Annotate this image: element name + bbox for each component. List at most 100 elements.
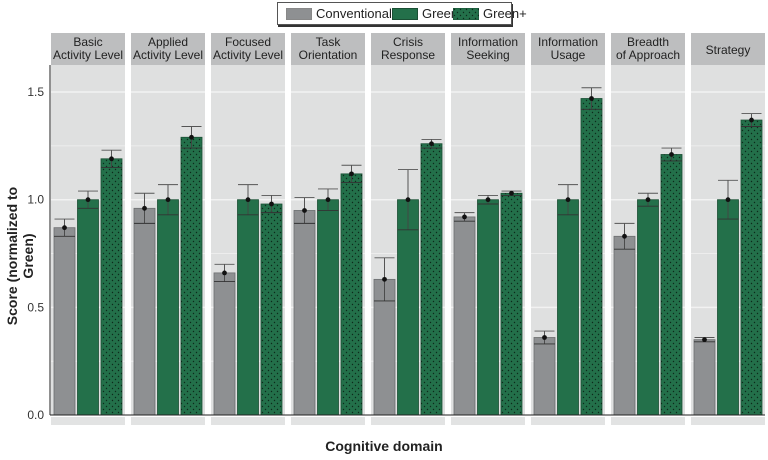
panel-strip (51, 33, 125, 65)
bar-pattern (661, 154, 682, 415)
panel-strip-label: Activity Level (213, 48, 283, 62)
bar-green (477, 199, 499, 416)
panel-strip (531, 33, 605, 65)
panel-strip (451, 33, 525, 65)
panel-bottom-strip (371, 417, 445, 425)
legend-swatch-conventional (286, 7, 312, 20)
panel-bottom-strip (211, 417, 285, 425)
bar-pattern (181, 137, 202, 415)
bar-conventional (533, 337, 556, 416)
bar-green (637, 199, 659, 416)
mean-point (589, 96, 594, 101)
panel-bottom-strip (51, 417, 125, 425)
bar-pattern (501, 193, 522, 415)
mean-point (645, 197, 651, 203)
mean-point (325, 197, 331, 203)
panel-strip-label: Breadth (627, 35, 669, 49)
x-axis-label: Cognitive domain (325, 438, 443, 454)
bar-green (317, 199, 339, 416)
bar-green (237, 199, 259, 416)
panel-strip-label: Seeking (466, 48, 509, 62)
panel: Strategy (691, 33, 765, 425)
panel-bottom-strip (531, 417, 605, 425)
y-tick-label: 1.0 (27, 193, 44, 207)
mean-point (222, 270, 227, 276)
panel-strip-label: Information (458, 35, 518, 49)
bar-pattern (581, 98, 602, 415)
mean-point (429, 141, 434, 147)
bar-pattern (261, 204, 282, 415)
panel-bottom-strip (691, 417, 765, 425)
mean-point (109, 156, 114, 162)
legend-label: Green (422, 6, 459, 21)
panel-strip-label: Activity Level (133, 48, 203, 62)
bar-conventional (613, 235, 636, 416)
legend-swatch-green-plus (453, 7, 479, 20)
panel-strip-label: Usage (551, 48, 586, 62)
mean-point (165, 197, 171, 203)
panel-bottom-strip (611, 417, 685, 425)
mean-point (725, 197, 731, 203)
mean-point (302, 208, 307, 213)
y-tick-label: 0.5 (27, 300, 44, 314)
panel-strip-label: of Approach (616, 48, 680, 62)
bar-pattern (341, 173, 362, 415)
legend-item-conventional: Conventional (286, 6, 392, 21)
panel-strip-label: Task (316, 35, 342, 49)
panel-strip (291, 33, 365, 65)
bar-green (557, 199, 579, 416)
panel-strip-label: Information (538, 35, 598, 49)
bar-green (77, 199, 99, 416)
bar-conventional (453, 216, 476, 416)
bar-green (397, 199, 419, 416)
mean-point (509, 190, 514, 196)
bar-conventional (213, 272, 236, 416)
y-tick-label: 1.5 (27, 85, 44, 99)
panel-strip (371, 33, 445, 65)
panel-strip (611, 33, 685, 65)
mean-point (405, 197, 411, 203)
legend-label: Conventional (316, 6, 392, 21)
legend-swatch-green (392, 7, 418, 20)
mean-point (85, 197, 91, 203)
panel-strip-label: Crisis (393, 35, 423, 49)
mean-point (245, 197, 251, 203)
panel-bottom-strip (131, 417, 205, 425)
bar-green (717, 199, 739, 416)
bar-conventional (133, 207, 156, 416)
mean-point (565, 197, 571, 203)
mean-point (349, 171, 354, 177)
panel-strip-label: Strategy (706, 43, 751, 57)
mean-point (62, 225, 67, 231)
panel-strip-label: Orientation (299, 48, 358, 62)
panel-strip-label: Focused (225, 35, 271, 49)
mean-point (749, 117, 754, 123)
panel-strip-label: Basic (73, 35, 102, 49)
panel-strip (131, 33, 205, 65)
mean-point (269, 201, 274, 207)
panel-strip-label: Applied (148, 35, 188, 49)
mean-point (189, 134, 194, 140)
bar-pattern (741, 120, 762, 415)
y-tick-label: 0.0 (27, 408, 44, 422)
mean-point (542, 335, 547, 340)
bar-green (157, 199, 179, 416)
legend: Conventional Green Green+ (277, 2, 527, 25)
bar-conventional (693, 339, 716, 416)
panel-strip-label: Response (381, 48, 435, 62)
panel-bottom-strip (451, 417, 525, 425)
mean-point (622, 233, 627, 239)
mean-point (669, 152, 674, 157)
bar-pattern (421, 143, 442, 416)
bar-pattern (101, 158, 122, 415)
bar-conventional (53, 227, 76, 416)
